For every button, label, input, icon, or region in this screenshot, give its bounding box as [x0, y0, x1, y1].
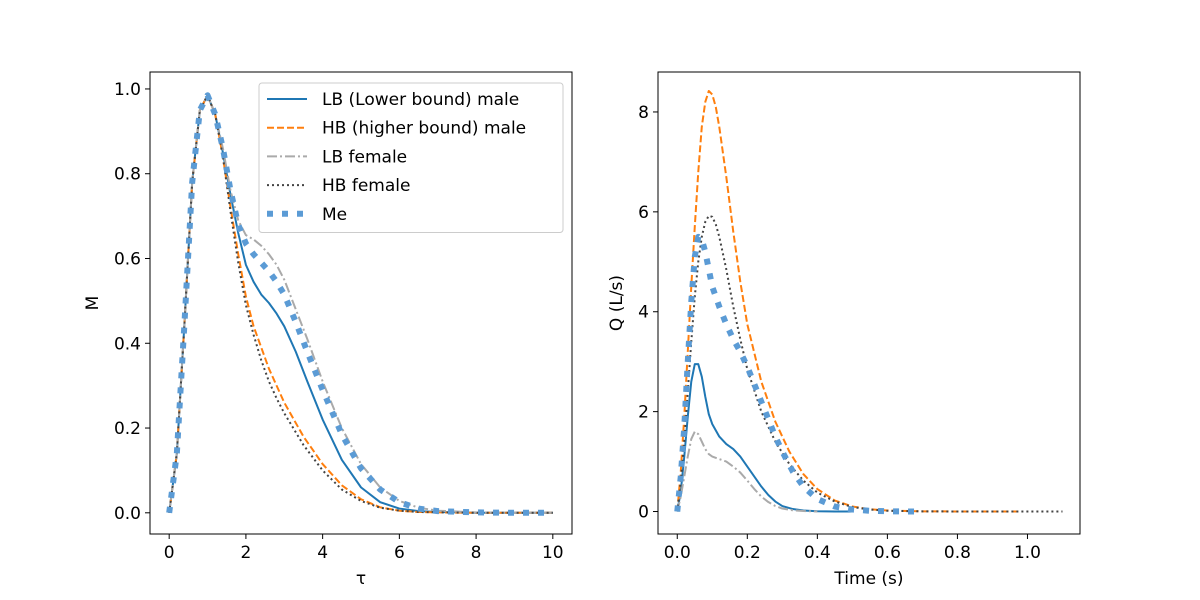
- x-tick-label: 1.0: [1014, 543, 1041, 563]
- y-tick-label: 6: [638, 203, 649, 223]
- y-axis-label: M: [83, 296, 103, 311]
- x-tick-label: 0.8: [944, 543, 971, 563]
- chart-right: 0.0 0.2 0.4 0.6 0.8 1.0 0 2 4 6 8 Time (s) Q (L/s): [607, 71, 1081, 589]
- x-tick-label: 6: [394, 543, 405, 563]
- legend-label-4: HB female: [322, 176, 410, 196]
- series-group: [674, 89, 1063, 515]
- plot-frame: [149, 71, 573, 535]
- chart-left: 0 2 4 6 8 10 0.0 0.2 0.4 0.6 0.8 1.0 τ M LB (Lower bou…: [83, 71, 573, 589]
- legend-box: [258, 82, 564, 233]
- x-tick-label: 0.2: [734, 543, 761, 563]
- x-tick-label: 0.0: [664, 543, 691, 563]
- x-axis-label: Time (s): [833, 569, 903, 589]
- series-line-1: [676, 363, 853, 513]
- y-tick-label: 0.6: [114, 249, 141, 269]
- x-tick-label: 10: [542, 543, 564, 563]
- series-group: [166, 92, 553, 516]
- legend-label-2: HB (higher bound) male: [322, 119, 526, 139]
- x-tick-label: 8: [471, 543, 482, 563]
- x-tick-label: 2: [240, 543, 251, 563]
- series-line-2: [676, 89, 1017, 513]
- legend: LB (Lower bound) male HB (higher bound) m…: [258, 82, 564, 233]
- series-line-3: [676, 430, 818, 513]
- x-tick-label: 0.6: [874, 543, 901, 563]
- x-tick-label: 0: [164, 543, 175, 563]
- y-tick-label: 0.2: [114, 419, 141, 439]
- series-line-5: [166, 92, 553, 516]
- series-line-5: [674, 233, 923, 515]
- y-tick-label: 8: [638, 103, 649, 123]
- y-tick-label: 4: [638, 303, 649, 323]
- y-tick-label: 0: [638, 503, 649, 523]
- series-line-4: [168, 94, 553, 514]
- x-axis-label: τ: [356, 569, 366, 589]
- y-tick-label: 1.0: [114, 80, 141, 100]
- y-tick-label: 2: [638, 403, 649, 423]
- legend-label-3: LB female: [322, 147, 407, 167]
- legend-label-1: LB (Lower bound) male: [322, 90, 519, 110]
- y-tick-label: 0.4: [114, 334, 141, 354]
- y-tick-label: 0.0: [114, 504, 141, 524]
- x-tick-label: 0.4: [804, 543, 831, 563]
- legend-label-5: Me: [322, 205, 347, 225]
- series-line-4: [676, 214, 1063, 513]
- y-axis-label: Q (L/s): [607, 275, 627, 331]
- plot-frame: [657, 71, 1081, 535]
- x-tick-label: 4: [317, 543, 328, 563]
- y-tick-label: 0.8: [114, 165, 141, 185]
